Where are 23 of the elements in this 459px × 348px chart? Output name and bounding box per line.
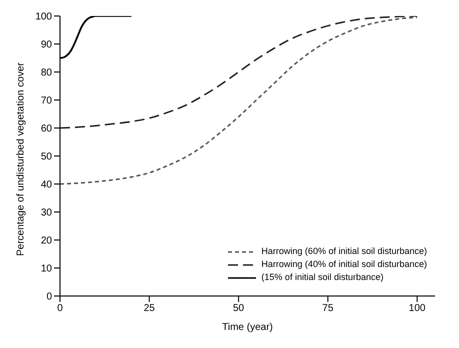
y-axis-title: Percentage of undisturbed vegetation cover <box>16 62 27 256</box>
x-tick-label: 0 <box>57 303 64 314</box>
x-tick-label: 75 <box>322 303 334 314</box>
legend-label: Harrowing (40% of initial soil disturbance) <box>261 258 427 271</box>
line-series <box>60 16 418 185</box>
y-tick-label: 30 <box>40 208 52 219</box>
y-tick-label: 80 <box>40 68 52 79</box>
y-tick-label: 10 <box>40 264 52 275</box>
x-axis-title: Time (year) <box>222 322 273 333</box>
y-tick-label: 60 <box>40 124 52 135</box>
legend-label: (15% of initial soil disturbance) <box>261 271 384 284</box>
legend-label: Harrowing (60% of initial soil disturbance) <box>261 245 427 258</box>
line-series <box>60 16 418 129</box>
x-tick-label: 50 <box>233 303 245 314</box>
y-tick-label: 20 <box>40 236 52 247</box>
x-tick-label: 100 <box>408 303 426 314</box>
y-tick-label: 70 <box>40 96 52 107</box>
x-tick-label: 25 <box>144 303 156 314</box>
y-tick-label: 100 <box>35 12 52 23</box>
y-tick-label: 0 <box>46 292 52 303</box>
y-tick-label: 50 <box>40 152 52 163</box>
y-tick-label: 90 <box>40 40 52 51</box>
y-tick-label: 40 <box>40 180 52 191</box>
